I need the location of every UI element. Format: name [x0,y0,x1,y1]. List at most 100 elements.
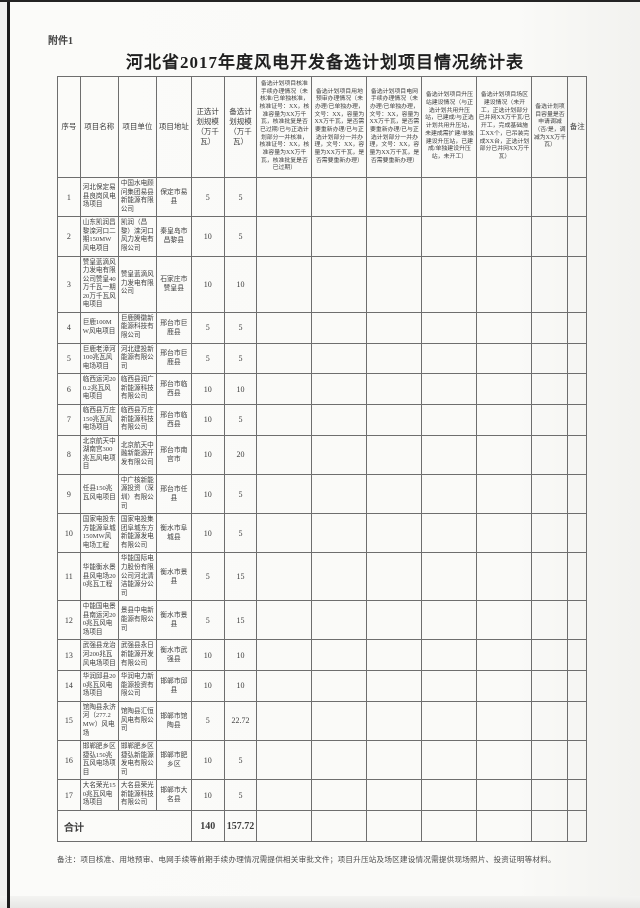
cell-empty [476,255,533,313]
cell-empty [531,373,569,405]
cell-empty [311,373,368,405]
column-header-9: 备选计划项目升压站建设情况（与正选计划共用升压站，已建成/与正选计划共用升压站，… [421,76,478,178]
cell-empty [531,552,569,602]
cell-empty [421,513,478,554]
cell-empty [421,176,478,218]
cell-empty [421,255,478,313]
table-row: 6 临西运河200.2兆瓦风电项目 临西县润广新能源科技有限公司 邢台市临西县 10 10 [57,373,587,405]
cell-alt-scale: 5 [223,216,258,257]
cell-empty [256,670,313,702]
total-alt-scale: 157.72 [223,810,258,842]
cell-unit: 临西县润广新能源科技有限公司 [117,373,157,405]
cell-empty [567,740,587,781]
cell-empty [311,473,368,515]
cell-address: 衡水市景县 [155,600,192,641]
projects-table: 序号 项目名称 项目单位 项目地址 正选计划规模（万千瓦） 备选计划规模（万千瓦） 备选计划… [57,76,587,842]
cell-empty [366,403,423,436]
cell-plan-scale: 5 [190,311,225,344]
cell-empty [366,342,423,375]
table-row: 14 华润邱县200兆瓦风电场项目 华润电力新能源投资有限公司 邯郸市邱县 10 10 [57,670,587,702]
cell-empty [256,216,313,257]
cell-alt-scale: 5 [223,342,258,375]
cell-empty [311,342,368,375]
cell-address: 邢台市南宫市 [155,434,192,475]
cell-alt-scale: 20 [223,434,258,475]
footer-note: 备注：项目核准、用地预审、电网手续等前期手续办理情况需提供相关审批文件；项目升压… [57,855,556,864]
cell-empty [366,670,423,702]
cell-seq: 17 [57,779,81,811]
attachment-label: 附件1 [48,36,73,47]
cell-empty [256,779,313,811]
cell-empty [256,473,313,515]
cell-empty [531,779,569,811]
cell-address: 邢台市任县 [155,473,192,515]
cell-alt-scale: 10 [223,255,258,313]
cell-name: 北京航天中湖南宫300兆瓦风电项目 [79,434,119,475]
cell-empty [366,779,423,811]
cell-unit: 景县中电新能源有限公司 [117,600,157,641]
table-row: 8 北京航天中湖南宫300兆瓦风电项目 北京航天中融新能源开发有限公司 邢台市南宫市 1… [57,434,587,475]
cell-name: 河北保定易县良岗风电场项目 [79,176,119,218]
cell-alt-scale: 5 [223,473,258,515]
cell-empty [567,779,587,811]
cell-empty [366,700,423,742]
table-row: 1 河北保定易县良岗风电场项目 中国水电顾问集团易县新能源有限公司 保定市易县 5 5 [57,176,587,218]
cell-empty [531,434,569,475]
cell-unit: 赞皇蓝滴风力发电有限公司 [117,255,157,313]
cell-empty [311,810,368,842]
cell-alt-scale: 5 [223,311,258,344]
cell-name: 山东凯润昌黎滦河口二期150MW风电项目 [79,216,119,257]
cell-empty [311,670,368,702]
cell-name: 武强县龙治河200兆瓦风电场项目 [79,639,119,672]
cell-empty [567,700,587,742]
cell-empty [476,810,533,842]
cell-empty [256,552,313,602]
cell-name: 赞皇蓝滴风力发电有限公司赞皇40万千瓦一期20万千瓦风电项目 [79,255,119,313]
column-header-8: 备选计划项目电网手续办理情况（未办理/已单独办理，文号：XX，容量为XX万千瓦，… [366,76,423,178]
cell-name: 临西县万庄150兆瓦风电场项目 [79,403,119,436]
cell-empty [476,639,533,672]
cell-empty [311,311,368,344]
cell-empty [476,779,533,811]
cell-empty [366,600,423,641]
cell-seq: 16 [57,740,81,781]
cell-name: 大名荣光150兆瓦风电场项目 [79,779,119,811]
cell-seq: 5 [57,342,81,375]
cell-empty [421,740,478,781]
cell-name: 巨鹿老漳河100兆瓦风电场项目 [79,342,119,375]
cell-address: 邢台市巨鹿县 [155,311,192,344]
cell-empty [476,740,533,781]
table-row: 3 赞皇蓝滴风力发电有限公司赞皇40万千瓦一期20万千瓦风电项目 赞皇蓝滴风力发电有… [57,255,587,313]
document-page: 附件1 河北省2017年度风电开发备选计划项目情况统计表 序号 项目名称 项目单位项… [10,2,640,908]
cell-unit: 华能国际电力股份有限公司河北清洁能源分公司 [117,552,157,602]
page-title: 河北省2017年度风电开发备选计划项目情况统计表 [126,53,524,72]
cell-unit: 国家电投集团阜城东方新能源发电有限公司 [117,513,157,554]
cell-empty [366,311,423,344]
cell-empty [476,700,533,742]
cell-seq: 3 [57,255,81,313]
cell-address: 邯郸市大名县 [155,779,192,811]
cell-empty [567,670,587,702]
cell-empty [567,473,587,515]
cell-seq: 4 [57,311,81,344]
cell-empty [256,434,313,475]
cell-empty [256,600,313,641]
cell-empty [531,810,569,842]
cell-empty [567,255,587,313]
cell-empty [311,700,368,742]
cell-empty [366,216,423,257]
column-header-2: 项目单位 [117,76,157,178]
cell-empty [366,740,423,781]
cell-empty [531,216,569,257]
cell-empty [567,810,587,842]
cell-plan-scale: 10 [190,434,225,475]
cell-unit: 凯润（昌黎）滦河口风力发电有限公司 [117,216,157,257]
column-header-4: 正选计划规模（万千瓦） [190,76,225,178]
cell-empty [531,513,569,554]
cell-empty [531,255,569,313]
cell-empty [421,216,478,257]
cell-empty [476,513,533,554]
cell-empty [311,600,368,641]
cell-empty [421,434,478,475]
cell-name: 华能衡水景县风电场200兆瓦工程 [79,552,119,602]
